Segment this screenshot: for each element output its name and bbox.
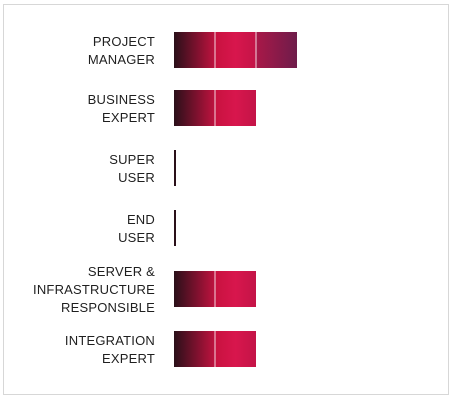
bar-segment	[174, 32, 215, 68]
category-label: PROJECT MANAGER	[88, 34, 155, 67]
bar-segment	[174, 271, 215, 307]
category-label-line: MANAGER	[88, 52, 155, 67]
bar-zero	[174, 150, 176, 186]
bar-segment	[215, 331, 256, 367]
category-label-line: RESPONSIBLE	[61, 300, 155, 315]
bar-segment	[174, 90, 215, 126]
category-label: INTEGRATION EXPERT	[65, 333, 155, 366]
category-label-line: INFRASTRUCTURE	[33, 282, 155, 297]
category-label-line: EXPERT	[102, 110, 155, 125]
bars	[174, 32, 297, 367]
category-label: END USER	[118, 212, 155, 245]
category-label-line: END	[127, 212, 155, 227]
chart-card	[3, 4, 449, 395]
bar-segment-separator	[255, 32, 257, 68]
bar-segment	[215, 271, 256, 307]
bar-segment-separator	[214, 271, 216, 307]
category-label-line: SERVER &	[88, 264, 155, 279]
bar-segment	[174, 331, 215, 367]
bar-segment-separator	[214, 32, 216, 68]
bar-segment-separator	[214, 331, 216, 367]
category-label: BUSINESS EXPERT	[88, 92, 155, 125]
category-label-line: USER	[118, 170, 155, 185]
category-label: SUPER USER	[109, 152, 155, 185]
category-label-line: BUSINESS	[88, 92, 155, 107]
bar-segment	[215, 32, 256, 68]
category-label-line: INTEGRATION	[65, 333, 155, 348]
bar-segment-separator	[214, 90, 216, 126]
bar-zero	[174, 210, 176, 246]
category-label: SERVER & INFRASTRUCTURE RESPONSIBLE	[33, 264, 155, 315]
category-label-line: EXPERT	[102, 351, 155, 366]
category-label-line: PROJECT	[93, 34, 155, 49]
category-label-line: USER	[118, 230, 155, 245]
category-label-line: SUPER	[109, 152, 155, 167]
bar-segment	[256, 32, 297, 68]
bar-segment	[215, 90, 256, 126]
